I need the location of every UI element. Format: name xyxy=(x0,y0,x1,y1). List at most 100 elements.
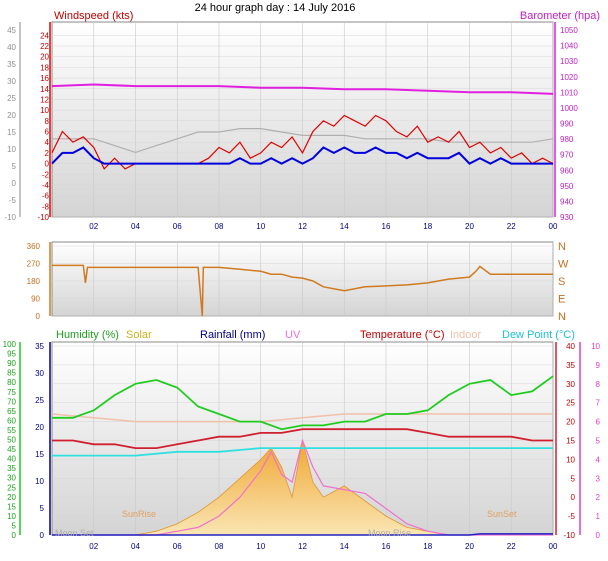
y-tick-rain: 35 xyxy=(35,342,44,351)
y-tick-uv: 0 xyxy=(596,531,601,540)
x-tick: 02 xyxy=(89,222,98,231)
y-tick-rain: 25 xyxy=(35,396,44,405)
legend-item: UV xyxy=(285,329,301,341)
y-tick-barometer: 930 xyxy=(560,213,574,222)
y-tick-gust: 20 xyxy=(7,111,16,120)
y-tick-wind: 4 xyxy=(45,138,50,147)
y-tick-direction: 90 xyxy=(31,295,40,304)
x-tick: 20 xyxy=(465,222,474,231)
chart-title: 24 hour graph day : 14 July 2016 xyxy=(195,2,356,14)
y-tick-wind: -10 xyxy=(37,213,49,222)
temperature-line xyxy=(52,428,553,450)
compass-label: E xyxy=(558,294,565,306)
y-tick-gust: 30 xyxy=(7,77,16,86)
y-tick-wind: 16 xyxy=(40,74,49,83)
y-tick-gust: 15 xyxy=(7,128,16,137)
y-tick-gust: -10 xyxy=(4,213,16,222)
compass-label: N xyxy=(558,241,566,253)
y-tick-temp: 30 xyxy=(566,380,575,389)
y-tick-barometer: 950 xyxy=(560,182,574,191)
barometer-line xyxy=(51,83,554,95)
y-tick-gust: 0 xyxy=(12,179,17,188)
windspeed-line xyxy=(51,114,554,170)
x-tick: 00 xyxy=(549,222,558,231)
y-tick-uv: 8 xyxy=(596,380,601,389)
y-tick-uv: 1 xyxy=(596,512,601,521)
x-tick: 18 xyxy=(423,222,432,231)
y-tick-temp: -5 xyxy=(568,512,576,521)
y-tick-barometer: 1030 xyxy=(560,57,578,66)
y-tick-humidity: 30 xyxy=(7,474,16,483)
x-tick: 00 xyxy=(549,542,558,551)
y-tick-barometer: 970 xyxy=(560,151,574,160)
y-tick-uv: 9 xyxy=(596,361,601,370)
y-tick-barometer: 960 xyxy=(560,166,574,175)
legend-item: Indoor xyxy=(450,329,482,341)
y-tick-temp: 20 xyxy=(566,418,575,427)
y-tick-rain: 0 xyxy=(40,531,45,540)
x-tick: 10 xyxy=(256,542,265,551)
y-tick-humidity: 10 xyxy=(7,512,16,521)
legend-item: Solar xyxy=(126,329,152,341)
y-tick-gust: 5 xyxy=(12,162,17,171)
x-tick: 16 xyxy=(382,222,391,231)
y-tick-rain: 30 xyxy=(35,369,44,378)
humidity-line xyxy=(52,375,554,431)
y-tick-uv: 10 xyxy=(591,342,600,351)
y-tick-uv: 3 xyxy=(596,474,601,483)
y-tick-humidity: 5 xyxy=(12,521,17,530)
x-tick: 12 xyxy=(298,222,307,231)
y-tick-humidity: 20 xyxy=(7,493,16,502)
y-tick-barometer: 940 xyxy=(560,197,574,206)
y-tick-gust: -5 xyxy=(9,196,17,205)
y-tick-wind: 6 xyxy=(45,128,50,137)
y-tick-temp: 10 xyxy=(566,455,575,464)
y-tick-wind: 8 xyxy=(45,117,50,126)
y-tick-humidity: 90 xyxy=(7,359,16,368)
y-tick-wind: -8 xyxy=(42,202,50,211)
y-tick-rain: 5 xyxy=(40,504,45,513)
y-tick-humidity: 15 xyxy=(7,502,16,511)
y-tick-humidity: 65 xyxy=(7,407,16,416)
annotation: Moon Rise xyxy=(368,528,411,538)
legend-item: Dew Point (°C) xyxy=(502,329,575,341)
y-tick-temp: -10 xyxy=(563,531,575,540)
y-tick-barometer: 1020 xyxy=(560,73,578,82)
legend-item: Temperature (°C) xyxy=(360,329,444,341)
y-tick-uv: 4 xyxy=(596,455,601,464)
legend-item: Humidity (%) xyxy=(56,329,119,341)
x-tick: 04 xyxy=(131,542,140,551)
y-tick-rain: 20 xyxy=(35,423,44,432)
y-tick-wind: -6 xyxy=(42,192,50,201)
y-tick-direction: 180 xyxy=(27,277,41,286)
y-tick-temp: 25 xyxy=(566,399,575,408)
y-tick-gust: 25 xyxy=(7,94,16,103)
y-tick-humidity: 70 xyxy=(7,397,16,406)
y-tick-wind: 20 xyxy=(40,53,49,62)
indoor-line xyxy=(51,413,553,423)
x-tick: 22 xyxy=(507,542,516,551)
y-tick-uv: 2 xyxy=(596,493,601,502)
annotation: SunRise xyxy=(122,509,156,519)
x-tick: 18 xyxy=(423,542,432,551)
axis-label-barometer: Barometer (hpa) xyxy=(520,10,600,22)
x-tick: 16 xyxy=(382,542,391,551)
x-tick: 14 xyxy=(340,222,349,231)
x-tick: 08 xyxy=(215,542,224,551)
y-tick-direction: 360 xyxy=(27,242,41,251)
y-tick-humidity: 35 xyxy=(7,464,16,473)
y-tick-humidity: 75 xyxy=(7,388,16,397)
y-tick-direction: 0 xyxy=(36,312,41,321)
uv-line xyxy=(52,438,553,536)
y-tick-barometer: 1000 xyxy=(560,104,578,113)
y-tick-temp: 40 xyxy=(566,342,575,351)
compass-label: W xyxy=(558,259,569,271)
y-tick-direction: 270 xyxy=(27,260,41,269)
y-tick-rain: 15 xyxy=(35,450,44,459)
y-tick-humidity: 50 xyxy=(7,436,16,445)
y-tick-barometer: 1050 xyxy=(560,26,578,35)
y-tick-humidity: 45 xyxy=(7,445,16,454)
y-tick-humidity: 0 xyxy=(12,531,17,540)
y-tick-rain: 10 xyxy=(35,477,44,486)
x-tick: 12 xyxy=(298,542,307,551)
